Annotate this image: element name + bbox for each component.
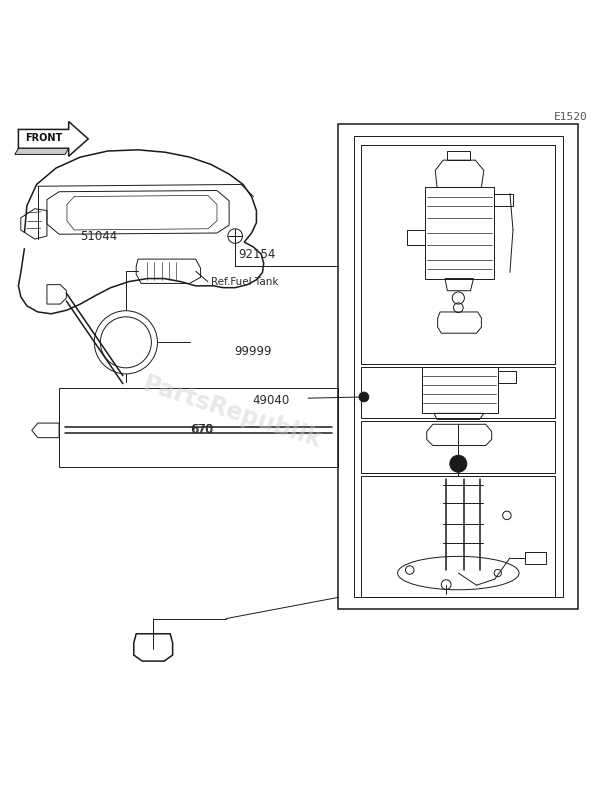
Text: 99999: 99999 (234, 345, 271, 358)
Circle shape (359, 392, 369, 402)
Bar (354, 136, 563, 598)
Text: 51044: 51044 (81, 230, 118, 242)
Text: E1520: E1520 (554, 112, 587, 122)
Polygon shape (15, 148, 69, 154)
Text: PartsRepublik: PartsRepublik (140, 372, 325, 452)
Text: 670: 670 (190, 422, 212, 436)
Text: 92154: 92154 (239, 248, 276, 261)
Text: Ref.Fuel Tank: Ref.Fuel Tank (211, 277, 278, 286)
Text: FRONT: FRONT (25, 133, 62, 142)
Text: 49040: 49040 (253, 394, 290, 406)
Text: 670: 670 (192, 422, 214, 436)
Bar (361, 366, 555, 418)
Bar (361, 422, 555, 473)
Bar (361, 145, 555, 363)
Bar (361, 476, 555, 598)
Circle shape (450, 455, 467, 472)
Bar (339, 124, 578, 610)
